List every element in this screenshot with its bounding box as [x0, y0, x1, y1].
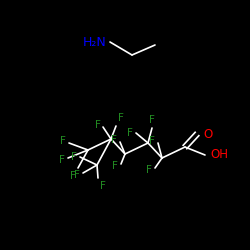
- Text: O: O: [203, 128, 212, 140]
- Text: F: F: [71, 152, 77, 162]
- Text: F: F: [118, 113, 124, 123]
- Text: F: F: [95, 120, 101, 130]
- Text: F: F: [60, 136, 66, 146]
- Text: F: F: [74, 170, 80, 180]
- Text: F: F: [111, 135, 117, 145]
- Text: H₂N: H₂N: [82, 36, 106, 49]
- Text: F: F: [127, 128, 133, 138]
- Text: F: F: [146, 165, 152, 175]
- Text: F: F: [149, 136, 155, 146]
- Text: OH: OH: [210, 148, 228, 162]
- Text: F: F: [59, 155, 65, 165]
- Text: F: F: [112, 161, 118, 171]
- Text: F: F: [100, 181, 106, 191]
- Text: F: F: [149, 115, 155, 125]
- Text: F: F: [70, 171, 76, 181]
